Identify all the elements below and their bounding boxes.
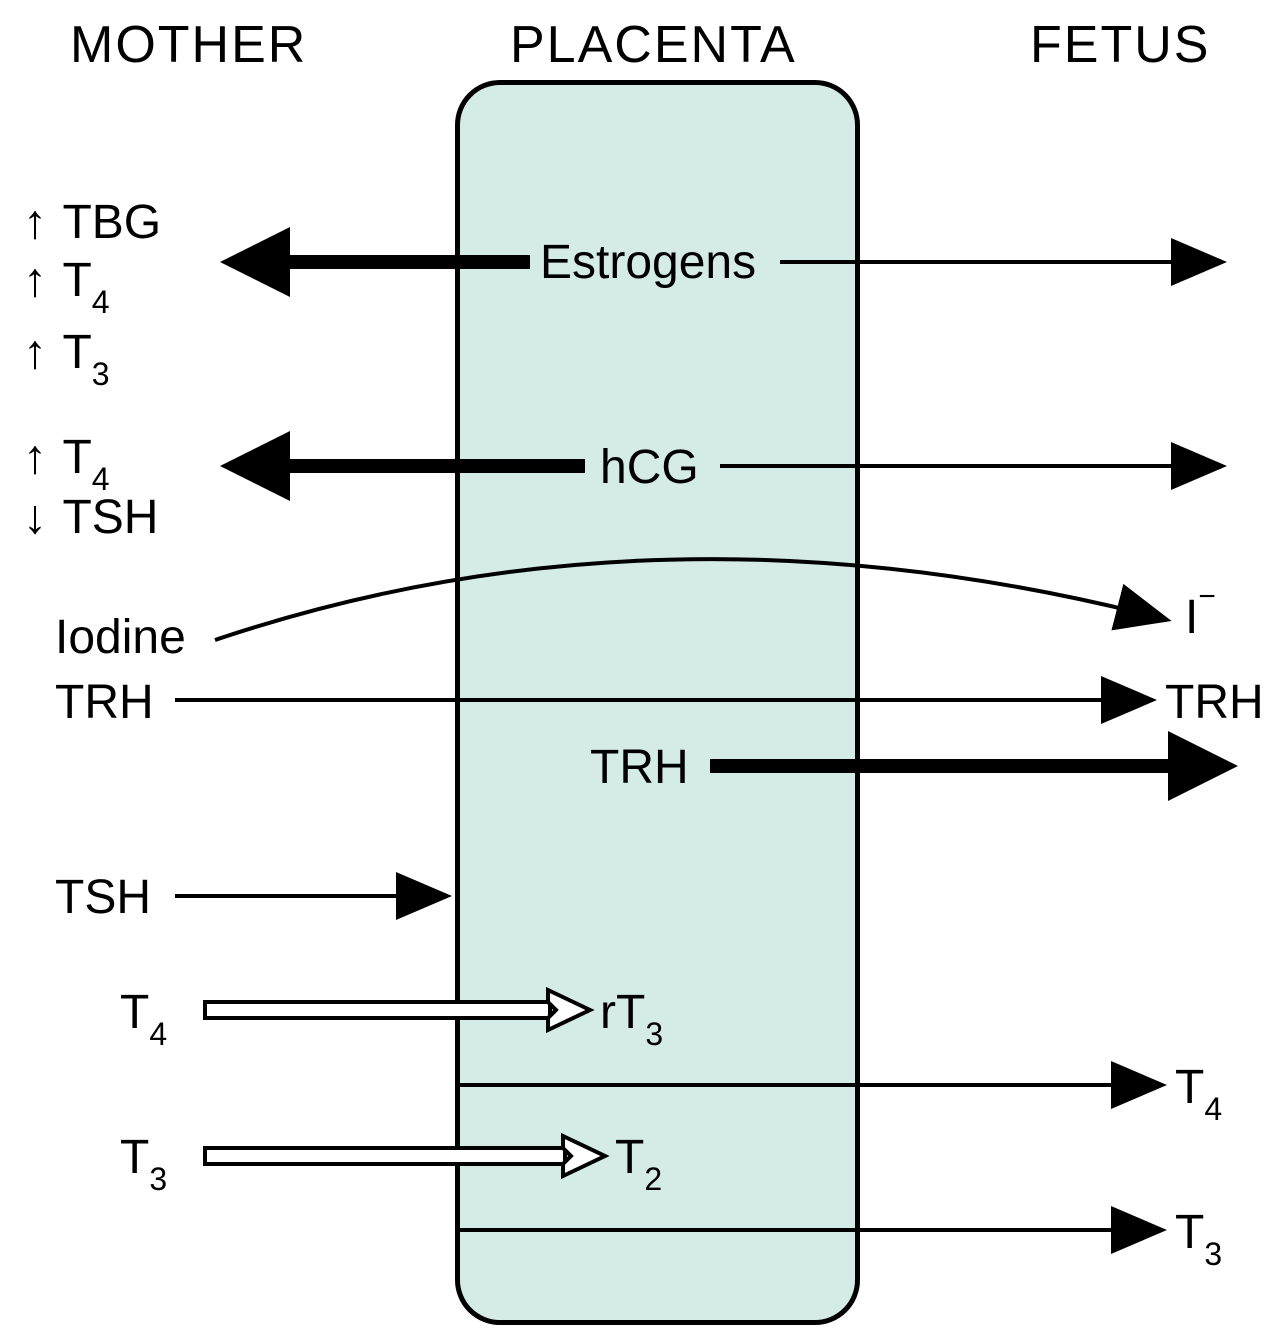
up-arrow-icon: ↑ xyxy=(20,253,50,308)
sub-t4-src: 4 xyxy=(149,1016,167,1052)
mother-t4-second: ↑ T4 xyxy=(20,430,110,492)
label-tbg: TBG xyxy=(62,196,161,249)
label-t4-2: T xyxy=(62,431,91,484)
fetus-t3: T3 xyxy=(1175,1205,1222,1267)
label-fetus-t4: T xyxy=(1175,1061,1204,1114)
fetus-t4: T4 xyxy=(1175,1060,1222,1122)
mother-trh: TRH xyxy=(55,675,154,730)
mother-tsh: ↓ TSH xyxy=(20,490,158,545)
sub-fetus-t4: 4 xyxy=(1204,1091,1222,1127)
label-t2: T xyxy=(615,1131,644,1184)
down-arrow-icon: ↓ xyxy=(20,490,50,545)
up-arrow-icon: ↑ xyxy=(20,325,50,380)
fetus-trh: TRH xyxy=(1165,675,1264,730)
mother-t4-source: T4 xyxy=(120,985,167,1047)
label-iodide: I xyxy=(1185,591,1198,644)
header-mother: MOTHER xyxy=(70,15,307,75)
mother-tsh-source: TSH xyxy=(55,870,151,925)
label-tsh: TSH xyxy=(62,491,158,544)
header-fetus: FETUS xyxy=(1030,15,1210,75)
label-rt3: rT xyxy=(600,986,645,1039)
placental-thyroid-diagram: MOTHER PLACENTA FETUS ↑ TBG ↑ T4 ↑ T3 ↑ … xyxy=(0,0,1278,1340)
placenta-rt3: rT3 xyxy=(600,985,663,1047)
placenta-t2: T2 xyxy=(615,1130,662,1192)
fetus-iodide: I− xyxy=(1185,590,1216,645)
sub-rt3: 3 xyxy=(645,1016,663,1052)
sub-4: 4 xyxy=(92,284,110,320)
mother-tbg: ↑ TBG xyxy=(20,195,161,250)
sub-fetus-t3: 3 xyxy=(1204,1236,1222,1272)
sub-3: 3 xyxy=(92,356,110,392)
mother-iodine: Iodine xyxy=(55,610,186,665)
mother-t4-first: ↑ T4 xyxy=(20,253,110,315)
label-t3-src: T xyxy=(120,1131,149,1184)
mother-t3-source: T3 xyxy=(120,1130,167,1192)
placenta-hcg: hCG xyxy=(600,440,699,495)
label-t3: T xyxy=(62,326,91,379)
up-arrow-icon: ↑ xyxy=(20,430,50,485)
label-fetus-t3: T xyxy=(1175,1206,1204,1259)
label-t4: T xyxy=(62,254,91,307)
sup-iodide: − xyxy=(1198,580,1216,613)
sub-t2: 2 xyxy=(644,1161,662,1197)
sub-t3-src: 3 xyxy=(149,1161,167,1197)
up-arrow-icon: ↑ xyxy=(20,195,50,250)
label-t4-src: T xyxy=(120,986,149,1039)
mother-t3: ↑ T3 xyxy=(20,325,110,387)
placenta-estrogens: Estrogens xyxy=(540,235,756,290)
header-placenta: PLACENTA xyxy=(510,15,797,75)
placenta-trh: TRH xyxy=(590,740,689,795)
